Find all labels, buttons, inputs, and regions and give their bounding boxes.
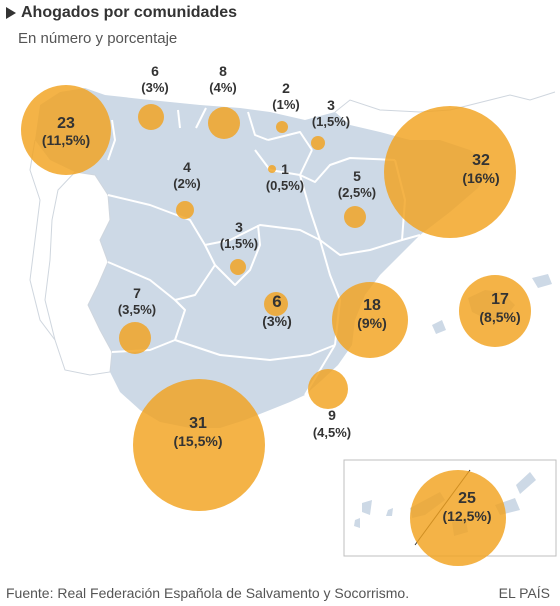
murcia-count: 9 (328, 407, 336, 423)
title-arrow-icon (6, 7, 16, 19)
portugal-coast (29, 139, 56, 341)
pais-vasco-bubble (276, 121, 288, 133)
map-title: Ahogados por comunidades (21, 4, 238, 21)
comunidad-valenciana-count: 18 (363, 297, 381, 314)
galicia-bubble (21, 85, 111, 175)
asturias-bubble (138, 104, 164, 130)
galicia-count: 23 (57, 115, 75, 132)
castilla-la-mancha-bubble (264, 292, 288, 316)
title-row: Ahogados por comunidades (6, 4, 237, 22)
cantabria-pct: (4%) (209, 80, 236, 95)
source-note: Fuente: Real Federación Española de Salv… (6, 585, 410, 601)
cataluna-pct: (16%) (462, 170, 499, 186)
andalucia-bubble (133, 379, 265, 511)
la-rioja-bubble (268, 165, 276, 173)
labels-layer: 23 (11,5%) 6 (3%) 8 (4%) 2 (1%) 3 (1,5%)… (42, 63, 521, 524)
castilla-la-mancha-count: 6 (272, 292, 281, 311)
andalucia-count: 31 (189, 415, 207, 432)
extremadura-bubble (119, 322, 151, 354)
murcia-pct: (4,5%) (313, 425, 351, 440)
castilla-leon-count: 4 (183, 159, 191, 175)
castilla-leon-bubble (176, 201, 194, 219)
canarias-count: 25 (458, 490, 476, 507)
baleares-count: 17 (491, 291, 509, 308)
murcia-bubble (308, 369, 348, 409)
comunidad-valenciana-bubble (332, 282, 408, 358)
pais-vasco-count: 2 (282, 80, 290, 96)
cantabria-count: 8 (219, 63, 227, 79)
aragon-pct: (2,5%) (338, 185, 376, 200)
castilla-leon-pct: (2%) (173, 176, 200, 191)
madrid-bubble (230, 259, 246, 275)
la-rioja-count: 1 (281, 161, 289, 177)
madrid-pct: (1,5%) (220, 236, 258, 251)
baleares-pct: (8,5%) (479, 309, 520, 325)
asturias-count: 6 (151, 63, 159, 79)
cantabria-bubble (208, 107, 240, 139)
madrid-count: 3 (235, 219, 243, 235)
extremadura-count: 7 (133, 285, 141, 301)
cataluna-count: 32 (472, 152, 490, 169)
bubbles-layer (21, 85, 531, 566)
asturias-pct: (3%) (141, 80, 168, 95)
canarias-pct: (12,5%) (442, 508, 491, 524)
navarra-count: 3 (327, 97, 335, 113)
portugal-outline (44, 171, 113, 376)
navarra-pct: (1,5%) (312, 114, 350, 129)
galicia-pct: (11,5%) (42, 132, 90, 148)
header: Ahogados por comunidades En número y por… (6, 4, 237, 47)
map-subtitle: En número y porcentaje (18, 30, 178, 47)
comunidad-valenciana-pct: (9%) (357, 315, 387, 331)
ibiza-island (432, 320, 446, 334)
la-rioja-pct: (0,5%) (266, 178, 304, 193)
cataluna-bubble (384, 106, 516, 238)
baleares-bubble (459, 275, 531, 347)
navarra-bubble (311, 136, 325, 150)
andalucia-pct: (15,5%) (173, 433, 222, 449)
castilla-la-mancha-pct: (3%) (262, 313, 292, 329)
aragon-count: 5 (353, 168, 361, 184)
pais-vasco-pct: (1%) (272, 97, 299, 112)
extremadura-pct: (3,5%) (118, 302, 156, 317)
publisher-brand: EL PAÍS (498, 585, 550, 601)
canarias-bubble (410, 470, 506, 566)
aragon-bubble (344, 206, 366, 228)
menorca-island (532, 274, 552, 288)
